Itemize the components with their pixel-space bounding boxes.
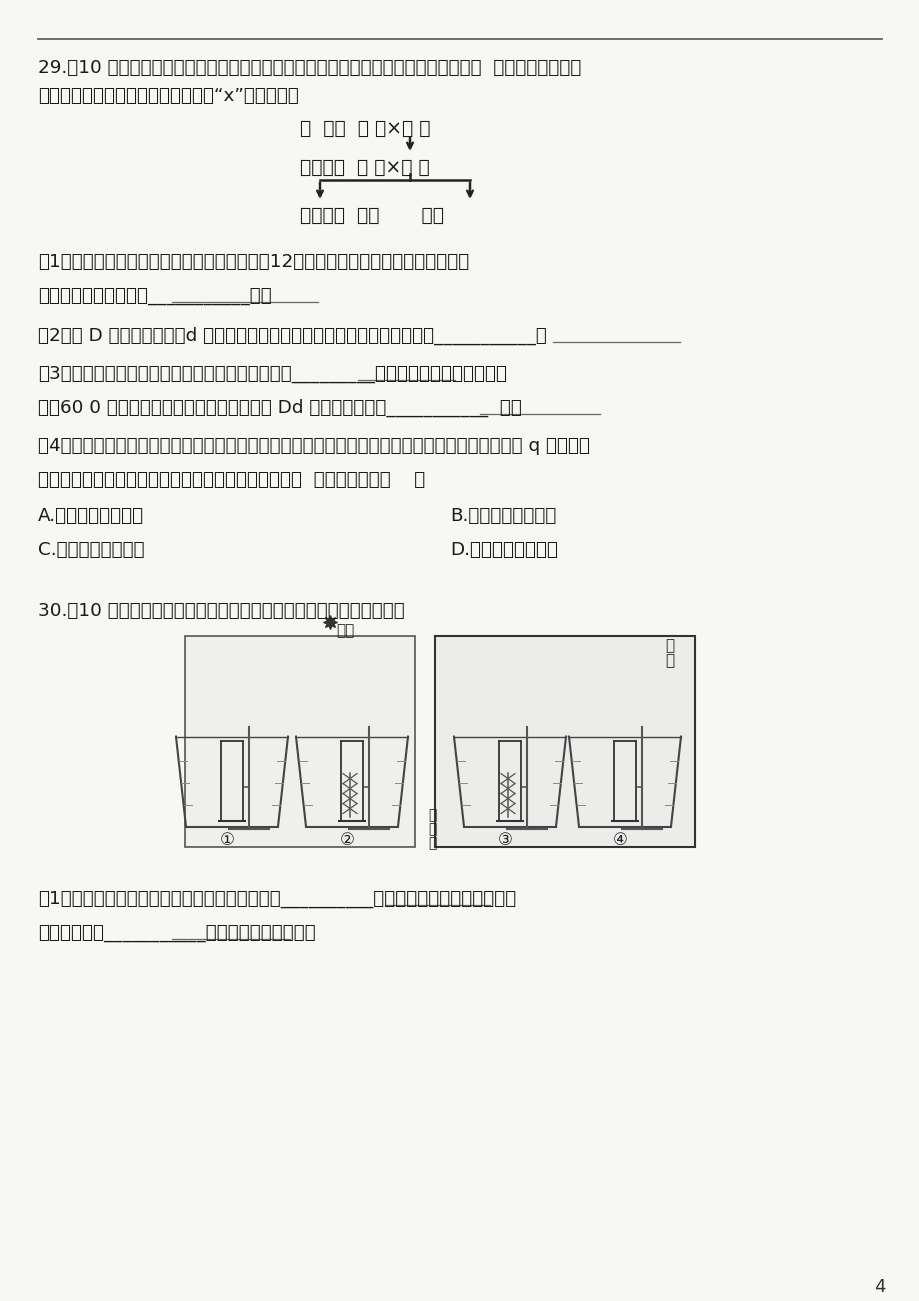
Text: （2）若 D 表示显性基因，d 表示隐性基因，则子一代高茎水稻的基因组成是___________。: （2）若 D 表示显性基因，d 表示隐性基因，则子一代高茎水稻的基因组成是___… — [38, 327, 546, 345]
Text: 30.（10 分）根据某生物兴趣小组设计的实验装置图，回答下列问题。: 30.（10 分）根据某生物兴趣小组设计的实验装置图，回答下列问题。 — [38, 601, 404, 619]
Text: ②: ② — [339, 830, 354, 848]
Text: 子二代：  高茎       矮茎: 子二代： 高茎 矮茎 — [300, 206, 444, 225]
Text: 盒: 盒 — [664, 653, 674, 667]
Text: 暗: 暗 — [664, 637, 674, 653]
Text: 阳光: 阳光 — [335, 623, 354, 637]
Text: B.不利的可遗传变异: B.不利的可遗传变异 — [449, 506, 556, 524]
Text: （4）因子二代的高茎水稻高产但易倒伏，矮茎水稻低产但抗倒伏，于是该科研小组通过射线处理子 q 代种子，: （4）因子二代的高茎水稻高产但易倒伏，矮茎水稻低产但抗倒伏，于是该科研小组通过射… — [38, 437, 589, 454]
Text: （1）已知亲代高茎水稻体细胞中染色体数目为12对，则子二代中矮茎个体产生的一个: （1）已知亲代高茎水稻体细胞中染色体数目为12对，则子二代中矮茎个体产生的一个 — [38, 252, 469, 271]
Bar — [435, 636, 694, 847]
Text: ①: ① — [220, 830, 234, 848]
Text: 株入60 0 株且完全存活，则其中基因组成是 Dd 的高茎个体约有___________  株。: 株入60 0 株且完全存活，则其中基因组成是 Dd 的高茎个体约有_______… — [38, 398, 521, 416]
Text: 鱼: 鱼 — [427, 822, 436, 837]
Text: D.不利的不遗传变异: D.不利的不遗传变异 — [449, 540, 558, 558]
Text: ③: ③ — [497, 830, 512, 848]
Text: （3）子二代的所有个体中存在的基因组成类型共有_________种；若子二代产生的高茎植: （3）子二代的所有个体中存在的基因组成类型共有_________种；若子二代产生… — [38, 364, 506, 382]
Bar — [185, 636, 414, 847]
Text: 29.（10 分）下图是某生物科研小组选用纯种高茎水稻和纯种矮茎水稻作亲本进行杂交  实验的图解，请你: 29.（10 分）下图是某生物科研小组选用纯种高茎水稻和纯种矮茎水稻作亲本进行杂… — [38, 59, 581, 77]
Text: 4: 4 — [873, 1278, 885, 1296]
Text: 藻: 藻 — [427, 837, 436, 851]
Text: ④: ④ — [612, 830, 627, 848]
Text: 金: 金 — [427, 808, 436, 822]
Text: 利用所学知识分析回答下列问题。（“x”表示杂交）: 利用所学知识分析回答下列问题。（“x”表示杂交） — [38, 87, 299, 105]
Text: （1）若要探究植物光合作用需要光，应将上图中__________两实验装置作为一组对照，预: （1）若要探究植物光合作用需要光，应将上图中__________两实验装置作为一… — [38, 890, 516, 908]
Text: 亲  代：  高 茎×矮 茎: 亲 代： 高 茎×矮 茎 — [300, 118, 430, 138]
Text: 子一代：  高 茎×高 茎: 子一代： 高 茎×高 茎 — [300, 157, 429, 177]
Text: 并从中获得了高产抗倒伏的水稻新品种，则此新品种呼  现的变异属于（    ）: 并从中获得了高产抗倒伏的水稻新品种，则此新品种呼 现的变异属于（ ） — [38, 471, 425, 489]
Text: 期实验现象为___________号试管内能产生氧气。: 期实验现象为___________号试管内能产生氧气。 — [38, 925, 315, 942]
Text: C.有利的不遗传变异: C.有利的不遗传变异 — [38, 540, 144, 558]
Text: 卵细胞内染色体数目为___________条。: 卵细胞内染色体数目为___________条。 — [38, 286, 271, 304]
Text: A.有利的可遗传变异: A.有利的可遗传变异 — [38, 506, 144, 524]
